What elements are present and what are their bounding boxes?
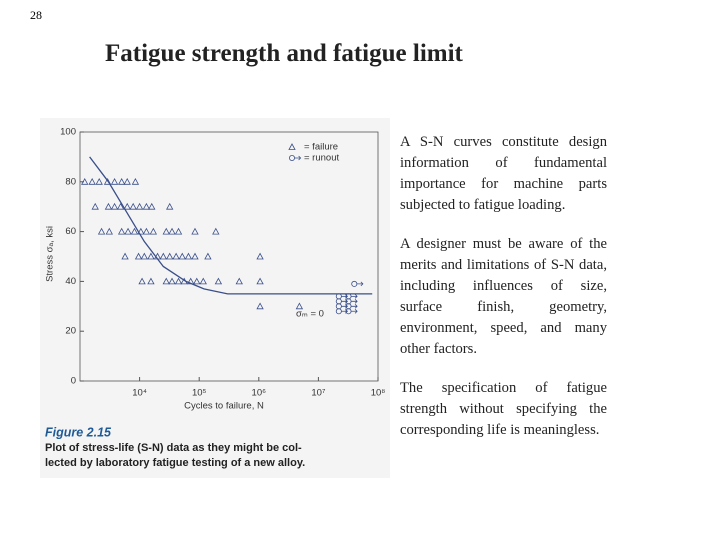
runout-glyph	[351, 294, 358, 299]
failure-point	[178, 252, 186, 260]
fit-curve	[89, 156, 373, 295]
figure-background	[40, 118, 390, 478]
failure-point	[174, 227, 183, 235]
runout-glyph	[351, 299, 358, 304]
y-axis-label: Stress σₐ, ksi	[45, 226, 56, 282]
legend-label: = failure	[304, 142, 338, 153]
paragraph: A S-N curves constitute design informati…	[400, 134, 607, 213]
failure-point	[135, 202, 144, 210]
runout-glyph	[288, 155, 295, 162]
runout-glyph	[351, 308, 358, 314]
failure-point	[138, 277, 146, 285]
runout-glyph	[294, 155, 302, 161]
failure-point	[148, 202, 156, 210]
failure-point	[174, 277, 183, 285]
slide-title: Fatigue strength and fatigue limit	[105, 40, 463, 67]
y-tick-label: 60	[65, 226, 76, 237]
failure-point	[168, 277, 176, 285]
caption-line: Plot of stress-life (S-N) data as they m…	[45, 442, 302, 454]
failure-point	[140, 252, 148, 260]
x-tick-label: 10⁷	[311, 388, 326, 399]
failure-point	[172, 252, 180, 260]
failure-point	[95, 177, 103, 185]
x-tick-label: 10⁵	[192, 388, 207, 399]
x-tick-label: 10⁶	[252, 388, 267, 399]
failure-point	[123, 177, 131, 185]
failure-point	[91, 202, 99, 210]
failure-point	[105, 227, 113, 235]
runout-glyph	[356, 281, 364, 287]
failure-point	[168, 227, 176, 235]
failure-point	[142, 202, 151, 210]
failure-point	[134, 252, 143, 260]
failure-point	[199, 277, 207, 285]
failure-point	[235, 277, 243, 285]
y-tick-label: 80	[65, 176, 76, 187]
page-number: 28	[30, 8, 42, 22]
annotation: σₘ = 0	[296, 309, 324, 320]
y-tick-label: 40	[65, 276, 76, 287]
y-tick-label: 20	[65, 326, 76, 337]
failure-point	[295, 302, 304, 310]
failure-point	[121, 252, 129, 260]
x-tick-label: 10⁸	[371, 388, 386, 399]
failure-point	[162, 277, 170, 285]
failure-point	[137, 227, 145, 235]
failure-point	[142, 227, 151, 235]
caption-line: lected by laboratory fatigue testing of …	[45, 457, 305, 469]
failure-point	[147, 277, 155, 285]
x-axis-label: Cycles to failure, N	[184, 401, 264, 412]
failure-point	[147, 252, 155, 260]
caption-label: Figure 2.15	[45, 425, 112, 439]
failure-point	[104, 202, 113, 210]
runout-point	[345, 303, 358, 310]
x-tick-label: 10⁴	[132, 388, 147, 399]
failure-point	[204, 252, 212, 260]
failure-point	[116, 202, 125, 210]
runout-point	[345, 308, 358, 315]
failure-point	[124, 227, 132, 235]
failure-point	[256, 252, 264, 260]
failure-point	[88, 177, 96, 185]
failure-point	[162, 227, 170, 235]
failure-point	[256, 277, 264, 285]
failure-point	[288, 143, 296, 150]
failure-point	[130, 227, 139, 235]
failure-point	[117, 227, 126, 235]
paragraph: A designer must be aware of the merits a…	[400, 236, 607, 357]
failure-point	[214, 277, 223, 285]
failure-point	[191, 252, 199, 260]
failure-point	[191, 227, 199, 235]
failure-point	[149, 227, 158, 235]
failure-point	[256, 302, 264, 310]
failure-point	[103, 177, 112, 185]
failure-point	[131, 177, 140, 185]
failure-point	[193, 277, 201, 285]
failure-point	[81, 177, 89, 185]
y-tick-label: 0	[71, 376, 76, 387]
failure-point	[123, 202, 131, 210]
failure-point	[117, 177, 126, 185]
paragraph: The specification of fatigue strength wi…	[400, 380, 607, 438]
failure-point	[110, 177, 119, 185]
legend-label: = runout	[304, 153, 339, 164]
runout-point	[288, 155, 302, 162]
failure-point	[129, 202, 137, 210]
failure-point	[166, 252, 174, 260]
failure-point	[97, 227, 106, 235]
y-tick-label: 100	[60, 127, 76, 138]
text-column: A S-N curves constitute design informati…	[400, 132, 607, 459]
failure-point	[159, 252, 167, 260]
failure-point	[110, 202, 119, 210]
failure-point	[166, 202, 174, 210]
failure-point	[184, 252, 193, 260]
runout-glyph	[351, 304, 358, 309]
runout-point	[351, 280, 364, 287]
figure: Cycles to failure, N Stress σₐ, ksi σₘ =…	[40, 118, 390, 478]
failure-point	[212, 227, 220, 235]
plot-frame	[79, 131, 379, 382]
